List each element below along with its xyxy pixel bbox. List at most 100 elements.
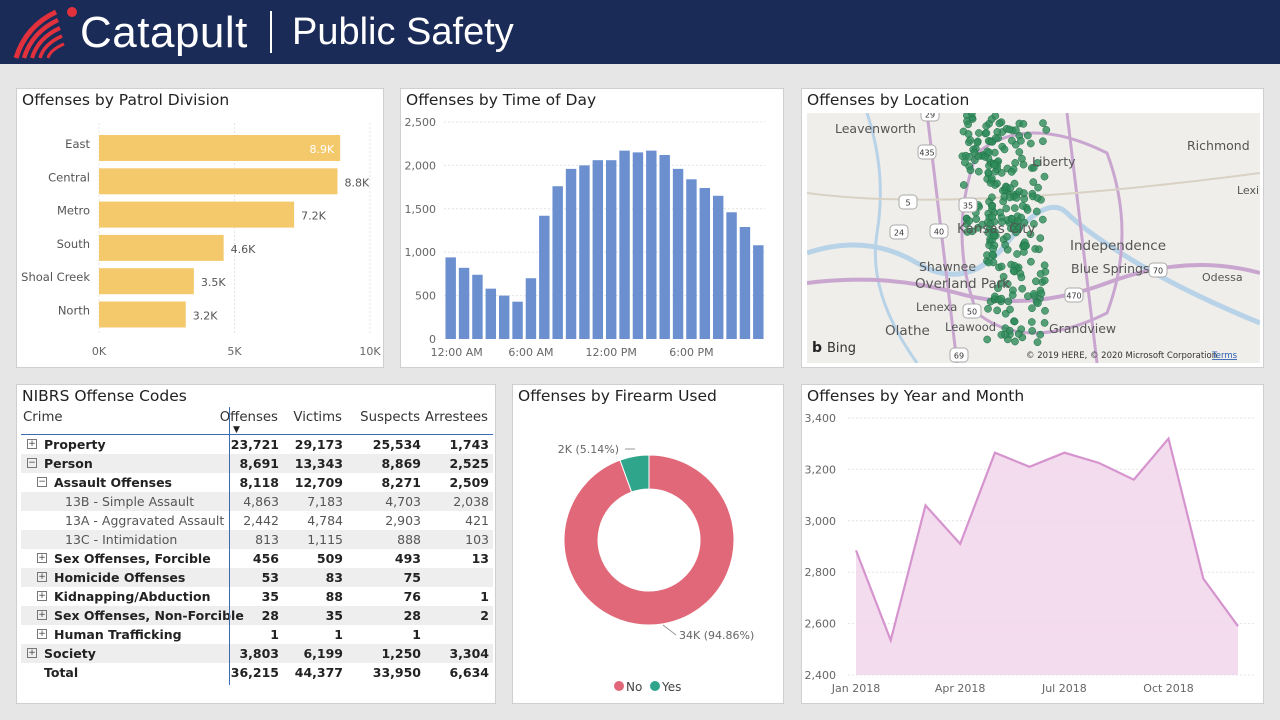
offense-point: [982, 122, 991, 130]
cell-value: 4,863: [243, 494, 279, 509]
cell-value: 75: [403, 570, 421, 585]
bar: [99, 135, 341, 161]
legend-label: No: [626, 680, 642, 694]
row-label: Assault Offenses: [54, 475, 172, 490]
collapse-icon[interactable]: −: [37, 477, 47, 487]
route-shield-icon: [929, 223, 949, 239]
bar: [726, 212, 737, 339]
area-fill: [856, 438, 1238, 675]
map-place-label: Independence: [1070, 238, 1166, 254]
table-row: 13A - Aggravated Assault 2,442 4,784 2,903 4…: [21, 511, 493, 530]
expand-icon[interactable]: +: [37, 591, 47, 601]
offense-point: [1033, 338, 1042, 347]
panel-time-of-day[interactable]: Offenses by Time of Day 0 500 1,000 1,500 2,…: [400, 88, 784, 368]
expand-icon[interactable]: +: [37, 629, 47, 639]
expand-icon[interactable]: +: [37, 572, 47, 582]
data-label: 34K (94.86%): [679, 629, 754, 642]
data-label: 8.8K: [344, 176, 369, 189]
cell-value: 2,509: [449, 475, 489, 490]
panel-location[interactable]: Offenses by Location Leavenworth Richmond…: [801, 88, 1264, 368]
cell-value: 83: [325, 570, 343, 585]
cell-value: 88: [325, 589, 343, 604]
column-header[interactable]: Suspects: [360, 410, 420, 425]
cell-value: 8,869: [381, 456, 421, 471]
expand-icon[interactable]: +: [27, 439, 37, 449]
offense-point: [1009, 267, 1018, 275]
bar: [712, 195, 724, 339]
offense-point: [1029, 178, 1038, 186]
column-header[interactable]: Victims: [293, 410, 342, 425]
table-row: + Homicide Offenses 53 83 75: [21, 568, 493, 587]
collapse-icon[interactable]: −: [27, 458, 37, 468]
bar: [472, 274, 483, 339]
cell-value: 6,199: [303, 646, 343, 661]
location-map[interactable]: Leavenworth Richmond Liberty Lexington Kansa…: [807, 113, 1260, 363]
firearm-donut-chart: 2K (5.14%) 34K (94.86%) No Yes: [558, 443, 754, 694]
bar: [605, 160, 617, 339]
map-attribution: © 2019 HERE, © 2020 Microsoft Corporatio…: [1026, 351, 1217, 361]
cell-value: 8,118: [239, 475, 279, 490]
panel-patrol-division[interactable]: Offenses by Patrol Division 0K 5K 10K East 8…: [16, 88, 384, 368]
row-label: Sex Offenses, Non-Forcible: [54, 608, 244, 623]
row-label: Human Trafficking: [54, 627, 182, 642]
offense-point: [1020, 218, 1029, 227]
offense-point: [1010, 204, 1019, 212]
x-tick-label: 12:00 AM: [431, 346, 483, 359]
series-line: [854, 436, 1239, 644]
map-place-label: Shawnee: [919, 259, 976, 274]
offense-point: [989, 231, 998, 240]
bar: [99, 234, 224, 261]
table-row: + Kidnapping/Abduction 35 88 76 1: [21, 587, 493, 606]
expand-icon[interactable]: +: [27, 648, 37, 658]
map-place-label: Grandview: [1049, 321, 1116, 336]
panel-nibrs-codes[interactable]: NIBRS Offense Codes Crime Offenses Victims…: [16, 384, 496, 704]
map-place-label: Liberty: [1032, 154, 1076, 169]
bar: [458, 267, 470, 339]
category-label: East: [65, 137, 90, 151]
bar: [686, 179, 697, 339]
bing-logo-icon: b: [812, 340, 822, 356]
cell-value: 493: [394, 551, 421, 566]
x-tick-label: 10K: [359, 345, 381, 358]
expand-icon[interactable]: +: [37, 553, 47, 563]
offense-point: [959, 181, 968, 189]
column-header[interactable]: Offenses: [219, 410, 278, 425]
panel-title: NIBRS Offense Codes: [22, 387, 187, 405]
offense-point: [1039, 119, 1047, 127]
year-month-chart: 2,400 2,600 2,800 3,000 3,200 3,400 Jan 2018 Ap…: [805, 412, 1254, 695]
column-header[interactable]: Crime: [23, 410, 63, 425]
cell-value: 8,691: [239, 456, 279, 471]
table-row: 13B - Simple Assault 4,863 7,183 4,703 2,038: [21, 492, 493, 511]
offense-point: [1040, 172, 1049, 181]
offense-point: [1012, 228, 1020, 237]
offense-point: [966, 166, 975, 175]
offense-point: [1007, 224, 1015, 233]
map-terms-link[interactable]: Terms: [1211, 351, 1238, 361]
route-shield-icon: [962, 303, 982, 319]
legend-label: Yes: [661, 680, 681, 694]
map-place-label: Overland Park: [915, 276, 1010, 292]
offense-point: [964, 130, 973, 138]
table-row: − Assault Offenses 8,118 12,709 8,271 2,509: [21, 473, 493, 492]
panel-year-month[interactable]: Offenses by Year and Month 2,400 2,600 2,8…: [801, 384, 1264, 704]
offense-point: [1006, 305, 1014, 314]
y-tick-label: 1,500: [405, 203, 437, 216]
expand-icon[interactable]: +: [37, 610, 47, 620]
sort-desc-icon[interactable]: ▼: [233, 425, 240, 435]
patrol-division-chart: 0K 5K 10K East 8.9K Central 8.8K Metro 7.2K South…: [21, 123, 381, 358]
cell-value: 35: [325, 608, 343, 623]
x-tick-label: Jul 2018: [1041, 682, 1087, 695]
panel-firearm[interactable]: Offenses by Firearm Used 2K (5.14%) 34K (…: [512, 384, 784, 704]
y-tick-label: 2,600: [805, 618, 837, 631]
offense-point: [974, 167, 983, 176]
column-header[interactable]: Arrestees: [424, 410, 488, 425]
cell-value: 35: [261, 589, 279, 604]
cell-value: 421: [465, 513, 489, 528]
bar: [739, 227, 751, 339]
cell-value: 4,784: [307, 513, 343, 528]
offense-point: [1023, 131, 1032, 140]
offense-point: [1034, 299, 1042, 308]
catapult-logo-icon: [13, 7, 77, 59]
row-label: Homicide Offenses: [54, 570, 186, 585]
route-label: 5: [905, 199, 910, 208]
